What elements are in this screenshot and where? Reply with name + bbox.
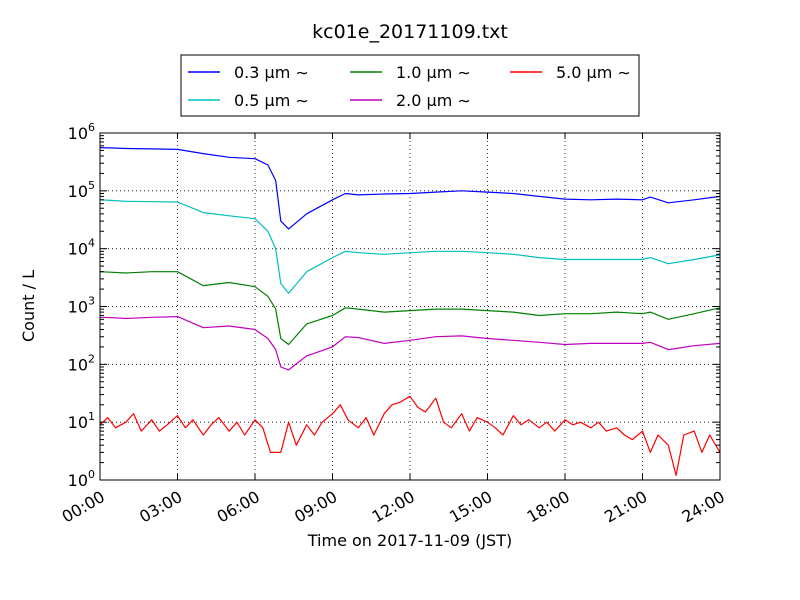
y-tick-base: 10 [68,471,88,490]
series-line-3 [99,316,721,371]
chart-title: kc01e_20171109.txt [312,21,508,43]
series-line-0 [99,147,721,230]
grid-layer [100,133,720,480]
y-tick-exponent: 1 [88,410,95,423]
series-line-4 [99,395,721,476]
y-tick-exponent: 3 [88,295,95,308]
x-axis-label: Time on 2017-11-09 (JST) [307,531,512,550]
series-line-2 [99,271,721,346]
y-tick-base: 10 [68,124,88,143]
y-tick-exponent: 6 [88,121,95,134]
legend-label-2: 1.0 μm ∼ [396,63,471,82]
x-tick-label: 21:00 [601,487,650,527]
y-tick-base: 10 [68,298,88,317]
y-tick-base: 10 [68,240,88,259]
x-tick-label: 12:00 [369,487,418,527]
x-tick-label: 24:00 [679,487,728,527]
legend: 0.3 μm ∼ 0.5 μm ∼ 1.0 μm ∼ 2.0 μm ∼ 5.0 μm ∼ [180,54,640,117]
y-tick-base: 10 [68,182,88,201]
y-tick-exponent: 5 [88,179,95,192]
x-tick-label: 03:00 [136,487,185,527]
y-tick-exponent: 2 [88,352,95,365]
y-tick-base: 10 [68,413,88,432]
y-tick-exponent: 4 [88,237,95,250]
y-tick-label: 100 [68,468,95,490]
ticks-layer [99,132,721,481]
y-tick-label: 105 [68,179,95,201]
legend-items: 0.3 μm ∼ 0.5 μm ∼ 1.0 μm ∼ 2.0 μm ∼ 5.0 μm ∼ [188,63,631,110]
x-tick-labels: 00:00 03:00 06:00 09:00 12:00 15:00 18:00 21:00… [59,487,728,527]
x-tick-label: 06:00 [214,487,263,527]
legend-label-3: 2.0 μm ∼ [396,91,471,110]
legend-frame [180,54,640,117]
x-tick-label: 18:00 [524,487,573,527]
y-tick-base: 10 [68,355,88,374]
y-tick-label: 106 [68,121,95,143]
y-axis-label: Count / L [19,270,38,342]
x-tick-label: 09:00 [291,487,340,527]
y-tick-exponent: 0 [88,468,95,481]
x-tick-label: 15:00 [446,487,495,527]
series-layer [99,147,721,476]
y-tick-label: 104 [68,237,95,259]
legend-label-0: 0.3 μm ∼ [234,63,309,82]
legend-label-1: 0.5 μm ∼ [234,91,309,110]
legend-label-4: 5.0 μm ∼ [556,63,631,82]
y-tick-label: 101 [68,410,95,432]
y-tick-label: 103 [68,295,95,317]
x-tick-label: 00:00 [59,487,108,527]
series-line-1 [99,199,721,294]
y-tick-label: 102 [68,352,95,374]
